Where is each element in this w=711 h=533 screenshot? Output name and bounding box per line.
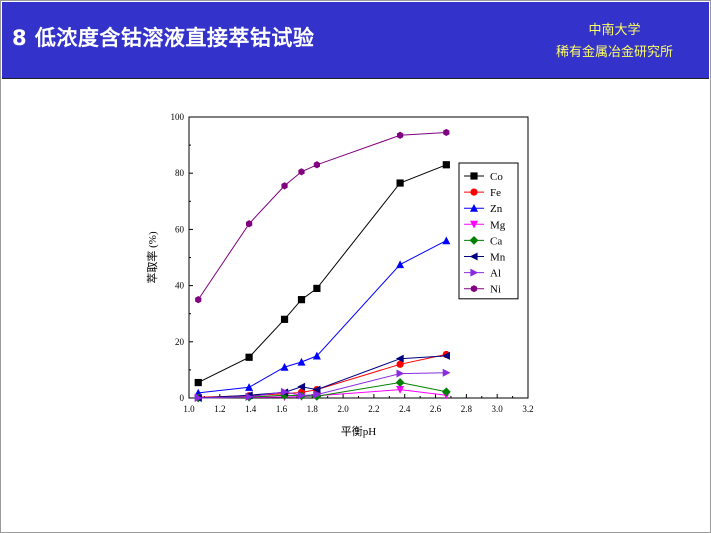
- x-tick-label: 2.0: [337, 404, 349, 414]
- legend: Co Fe Zn Mg Ca Mn Al Ni: [458, 162, 519, 300]
- data-point: [297, 391, 306, 400]
- legend-box: [458, 162, 519, 300]
- x-tick-label: 2.4: [399, 404, 411, 414]
- x-tick-label: 3.0: [492, 404, 504, 414]
- data-point: [245, 353, 253, 361]
- y-tick-label: 60: [175, 224, 185, 234]
- x-tick-label: 2.8: [461, 404, 473, 414]
- data-point: [442, 351, 450, 360]
- x-tick-label: 3.2: [522, 404, 533, 414]
- legend-marker: [469, 252, 478, 261]
- x-tick-label: 1.0: [183, 404, 195, 414]
- data-point: [395, 378, 405, 387]
- data-point: [442, 368, 451, 377]
- legend-marker: [470, 220, 478, 229]
- data-point: [396, 131, 404, 139]
- y-tick-label: 80: [175, 168, 185, 178]
- data-point: [297, 357, 306, 366]
- org-institute: 稀有金属冶金研究所: [555, 45, 673, 60]
- data-point: [281, 182, 288, 190]
- data-point: [298, 168, 305, 176]
- y-tick-label: 0: [180, 393, 185, 403]
- series-line: [197, 132, 447, 300]
- data-point: [396, 179, 404, 187]
- x-axis-label: 平衡pH: [341, 425, 376, 438]
- organization-label: 中南大学 稀有金属冶金研究所: [556, 20, 673, 64]
- x-tick-label: 2.6: [430, 404, 442, 414]
- data-point: [297, 296, 306, 304]
- org-university: 中南大学: [588, 23, 641, 38]
- data-point: [441, 387, 451, 397]
- data-point: [313, 161, 321, 169]
- legend-marker: [469, 236, 479, 245]
- data-point: [396, 360, 404, 368]
- data-point: [312, 385, 321, 394]
- data-point: [245, 220, 253, 228]
- legend-marker: [470, 188, 478, 196]
- data-point: [280, 315, 289, 323]
- data-point: [396, 260, 405, 269]
- data-point: [245, 392, 254, 401]
- y-axis-label: 萃取率 (%): [145, 231, 159, 284]
- x-tick-label: 1.8: [307, 404, 319, 414]
- legend-label: Al: [490, 268, 501, 280]
- x-tick-label: 1.2: [214, 404, 225, 414]
- data-point: [280, 362, 289, 371]
- legend-marker: [470, 285, 478, 293]
- series-al: [194, 368, 451, 402]
- slide-title: 8 低浓度含钴溶液直接萃钴试验: [12, 26, 315, 50]
- legend-marker: [470, 268, 479, 277]
- series-mn: [194, 351, 450, 402]
- legend-label: Ni: [490, 284, 501, 296]
- series-ca: [193, 378, 451, 403]
- legend-marker: [470, 204, 478, 212]
- data-point: [297, 382, 306, 391]
- x-tick-label: 1.4: [245, 404, 257, 414]
- data-point: [195, 296, 202, 304]
- legend-label: Mn: [490, 252, 506, 264]
- legend-label: Co: [490, 171, 503, 183]
- data-point: [245, 383, 254, 391]
- legend-label: Ca: [490, 235, 502, 247]
- data-point: [396, 385, 405, 394]
- banner-divider: [2, 78, 709, 79]
- y-tick-label: 20: [175, 337, 185, 347]
- data-point: [313, 284, 321, 293]
- data-point: [442, 236, 451, 245]
- series-zn: [194, 236, 451, 397]
- series-ni: [195, 128, 450, 304]
- legend-label: Zn: [490, 203, 503, 215]
- series-co: [194, 161, 450, 387]
- data-point: [443, 128, 450, 137]
- data-point: [280, 387, 289, 396]
- title-banner: 8 低浓度含钴溶液直接萃钴试验 中南大学 稀有金属冶金研究所: [2, 2, 709, 78]
- legend-label: Fe: [490, 187, 501, 199]
- x-tick-label: 2.2: [368, 404, 379, 414]
- data-point: [312, 351, 321, 360]
- y-tick-label: 100: [171, 112, 185, 122]
- y-tick-label: 40: [175, 281, 185, 291]
- x-tick-label: 1.6: [276, 404, 288, 414]
- data-point: [442, 161, 450, 169]
- data-point: [396, 369, 405, 378]
- legend-label: Mg: [490, 219, 506, 231]
- series-line: [198, 372, 447, 399]
- legend-marker: [470, 172, 478, 180]
- data-point: [395, 354, 404, 363]
- data-point: [194, 394, 203, 402]
- data-point: [194, 378, 202, 387]
- data-point: [313, 390, 322, 399]
- series-line: [198, 240, 447, 394]
